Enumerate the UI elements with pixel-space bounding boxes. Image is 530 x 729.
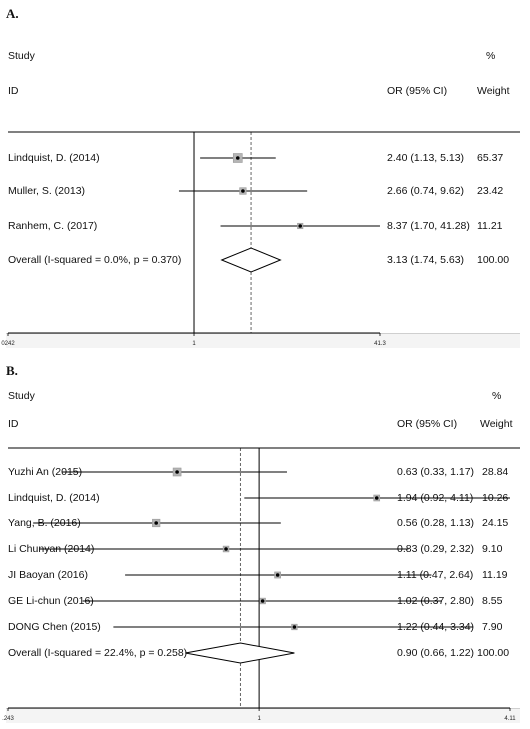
study-label: Lindquist, D. (2014) — [8, 152, 100, 164]
overall-diamond — [220, 247, 282, 273]
point-estimate — [298, 224, 303, 228]
study-ci-text: 8.37 (1.70, 41.28) — [387, 220, 470, 232]
point-estimate — [154, 521, 158, 525]
study-label: Ranhem, C. (2017) — [8, 220, 98, 232]
point-estimate — [260, 599, 265, 603]
x-tick-label: 0242 — [1, 341, 15, 347]
study-ci-text: 0.63 (0.33, 1.17) — [397, 466, 475, 478]
study-weight: 65.37 — [477, 152, 504, 164]
overall-label: Overall (I-squared = 0.0%, p = 0.370) — [8, 254, 182, 266]
header-study: Study — [8, 390, 35, 402]
study-label: Muller, S. (2013) — [8, 185, 86, 197]
header-study: Study — [8, 50, 35, 62]
point-estimate — [175, 470, 179, 474]
study-weight: 24.15 — [482, 517, 509, 529]
study-weight: 11.21 — [477, 220, 503, 232]
study-label: DONG Chen (2015) — [8, 621, 101, 633]
header-weight: Weight — [477, 85, 510, 97]
point-estimate — [292, 625, 297, 629]
study-weight: 7.90 — [482, 621, 503, 633]
study-label: JI Baoyan (2016) — [8, 569, 88, 581]
header-or-ci: OR (95% CI) — [387, 85, 448, 97]
header-percent: % — [486, 50, 496, 62]
header-id: ID — [8, 418, 19, 430]
overall-weight: 100.00 — [477, 254, 510, 266]
study-weight: 23.42 — [477, 185, 504, 197]
point-estimate — [241, 189, 245, 193]
x-tick-label: 4.11 — [504, 716, 516, 722]
x-tick-label: 1 — [257, 716, 261, 722]
x-axis-band — [6, 333, 520, 348]
overall-ci-text: 0.90 (0.66, 1.22) — [397, 647, 475, 659]
x-tick-label: .243 — [2, 716, 14, 722]
study-ci-text: 2.40 (1.13, 5.13) — [387, 152, 465, 164]
point-estimate — [235, 156, 240, 160]
forest-panel-b: B. Study ID OR (95% CI) % Weight Yuzhi A… — [0, 360, 530, 729]
x-tick-label: 1 — [192, 341, 196, 347]
overall-label: Overall (I-squared = 22.4%, p = 0.258) — [8, 647, 188, 659]
point-estimate — [374, 496, 379, 500]
study-weight: 9.10 — [482, 543, 503, 555]
overall-diamond — [185, 642, 295, 664]
header-percent: % — [492, 390, 502, 402]
study-ci-text: 0.56 (0.28, 1.13) — [397, 517, 475, 529]
forest-plot-b: .243 1 4.11 — [2, 447, 520, 722]
point-estimate — [275, 573, 280, 577]
study-label: Yuzhi An (2015) — [8, 466, 83, 478]
panel-label: B. — [6, 363, 18, 378]
study-label: GE Li-chun (2016) — [8, 595, 94, 607]
point-estimate — [224, 547, 228, 551]
study-ci-text: 1.11 (0.47, 2.64) — [397, 569, 474, 581]
forest-panel-a: A. Study ID OR (95% CI) % Weight Lindqui… — [0, 0, 530, 360]
overall-ci-text: 3.13 (1.74, 5.63) — [387, 254, 465, 266]
study-ci-text: 0.83 (0.29, 2.32) — [397, 543, 475, 555]
overall-weight: 100.00 — [477, 647, 510, 659]
study-ci-text: 2.66 (0.74, 9.62) — [387, 185, 465, 197]
study-weight: 28.84 — [482, 466, 509, 478]
study-weight: 8.55 — [482, 595, 503, 607]
header-or-ci: OR (95% CI) — [397, 418, 458, 430]
panel-label: A. — [6, 6, 19, 21]
study-weight: 11.19 — [482, 569, 508, 581]
x-tick-label: 41.3 — [374, 341, 386, 347]
x-axis-band — [6, 708, 520, 723]
study-label: Lindquist, D. (2014) — [8, 492, 100, 504]
header-id: ID — [8, 85, 19, 97]
forest-plot-a: 0242 1 41.3 — [1, 131, 520, 347]
header-weight: Weight — [480, 418, 513, 430]
